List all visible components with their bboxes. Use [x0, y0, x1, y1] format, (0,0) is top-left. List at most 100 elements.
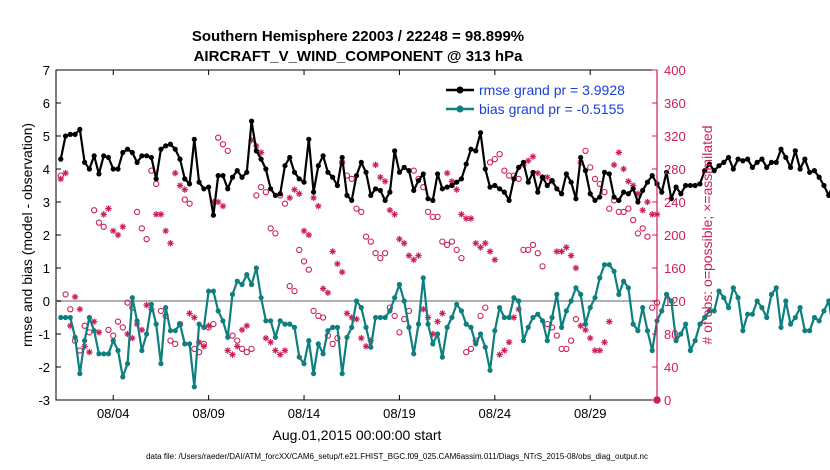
- rmse-point: [263, 166, 269, 172]
- asterisk-stroke: [506, 339, 512, 345]
- rmse-point: [215, 173, 221, 179]
- possible-obs-marker: [377, 254, 384, 262]
- bias-point: [144, 331, 150, 337]
- assimilated-obs-marker: [434, 318, 441, 325]
- bias-point: [802, 328, 808, 334]
- rmse-point: [668, 196, 674, 202]
- asterisk-stroke: [640, 207, 646, 213]
- assimilated-obs-marker: [544, 174, 551, 181]
- asterisk-stroke: [492, 257, 498, 263]
- bias-point: [325, 328, 331, 334]
- possible-obs-marker: [57, 172, 64, 179]
- asterisk-stroke: [582, 327, 589, 333]
- bias-point: [616, 291, 622, 297]
- assimilated-obs-marker: [62, 169, 69, 177]
- asterisk-stroke: [644, 199, 651, 205]
- rmse-point: [91, 153, 97, 159]
- rmse-point: [449, 182, 455, 189]
- asterisk-stroke: [62, 170, 69, 176]
- rmse-series: [58, 118, 830, 218]
- rmse-point: [754, 159, 760, 165]
- possible-obs-marker: [224, 147, 231, 154]
- rmse-point: [353, 173, 360, 179]
- assimilated-obs-marker: [448, 178, 456, 185]
- bias-point: [396, 281, 403, 288]
- rmse-point: [301, 179, 307, 185]
- bias-point: [787, 321, 794, 327]
- bias-point: [797, 305, 803, 311]
- asterisk-stroke: [315, 203, 322, 209]
- bias-point: [807, 328, 813, 334]
- asterisk-stroke: [454, 186, 460, 193]
- possible-obs-marker: [453, 246, 460, 253]
- bias-point: [458, 308, 465, 314]
- rmse-point: [358, 159, 364, 165]
- assimilated-obs-marker: [610, 161, 618, 169]
- rmse-point: [377, 187, 383, 194]
- bias-point: [611, 268, 617, 274]
- bias-point: [496, 305, 503, 311]
- rmse-point: [349, 197, 355, 203]
- bias-point: [592, 295, 598, 301]
- asterisk-stroke: [320, 285, 326, 292]
- possible-obs-marker: [491, 155, 498, 163]
- rmse-point: [82, 159, 88, 165]
- bias-point: [821, 308, 827, 314]
- possible-obs-marker: [172, 340, 179, 348]
- right-y-tick-label: 360: [664, 96, 686, 111]
- possible-obs-marker: [167, 337, 174, 344]
- asterisk-stroke: [191, 314, 197, 321]
- asterisk-stroke: [234, 343, 240, 350]
- assimilated-obs-marker: [358, 334, 365, 342]
- possible-obs-marker: [544, 320, 551, 328]
- left-y-tick-label: -1: [38, 327, 50, 342]
- assimilated-obs-marker: [400, 240, 408, 247]
- left-y-tick-label: 2: [43, 228, 50, 243]
- asterisk-stroke: [578, 323, 584, 329]
- left-y-tick-label: -2: [38, 360, 50, 375]
- asterisk-stroke: [387, 207, 393, 213]
- assimilated-obs-marker: [143, 301, 150, 309]
- rmse-point: [334, 182, 341, 189]
- right-y-tick-label: 240: [664, 195, 686, 210]
- asterisk-stroke: [306, 232, 312, 238]
- rmse-point: [225, 186, 231, 192]
- bias-point: [330, 324, 336, 330]
- possible-obs-marker: [634, 230, 642, 237]
- bias-point: [124, 361, 131, 367]
- possible-obs-marker: [591, 175, 599, 183]
- asterisk-stroke: [511, 314, 517, 321]
- bias-point: [601, 262, 608, 268]
- assimilated-obs-marker: [467, 215, 475, 222]
- rmse-point: [725, 154, 732, 161]
- bias-point: [91, 328, 97, 334]
- bias-point: [678, 331, 684, 337]
- rmse-point: [621, 189, 627, 195]
- rmse-point: [487, 184, 493, 190]
- assimilated-obs-marker: [620, 165, 627, 173]
- asterisk-stroke: [325, 290, 331, 296]
- bias-point: [234, 278, 240, 284]
- bias-point: [62, 314, 69, 321]
- asterisk-stroke: [625, 178, 632, 185]
- possible-obs-marker: [62, 291, 69, 298]
- assimilated-obs-marker: [129, 334, 136, 342]
- possible-obs-marker: [272, 230, 279, 237]
- bias-point: [148, 301, 154, 307]
- bias-point: [792, 314, 798, 321]
- bias-point: [559, 324, 565, 330]
- rmse-point: [439, 186, 445, 192]
- rmse-point: [234, 168, 240, 174]
- asterisk-stroke: [287, 195, 293, 201]
- right-y-tick-label: 280: [664, 162, 686, 177]
- possible-obs-marker: [448, 238, 456, 245]
- bias-point: [334, 324, 341, 330]
- rmse-point: [787, 164, 794, 170]
- rmse-point: [582, 168, 589, 174]
- bias-point: [721, 295, 727, 301]
- asterisk-stroke: [525, 158, 531, 164]
- asterisk-stroke: [544, 174, 550, 180]
- bias-point: [172, 328, 178, 334]
- bias-point: [186, 341, 193, 347]
